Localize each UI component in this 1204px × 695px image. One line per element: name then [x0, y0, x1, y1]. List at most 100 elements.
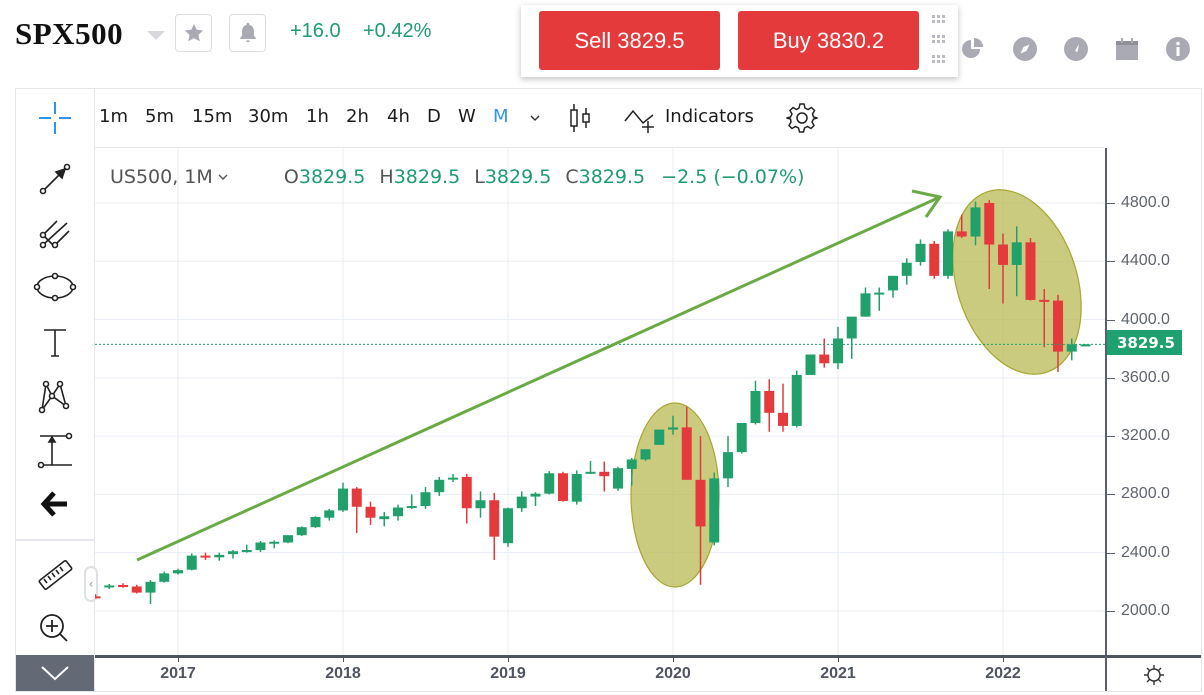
back-tool[interactable]	[16, 479, 94, 529]
candle	[901, 262, 912, 276]
chart-plot-area[interactable]	[95, 148, 1105, 655]
candle	[833, 338, 843, 364]
crosshair-icon	[39, 102, 71, 134]
candle	[173, 570, 183, 574]
candle	[406, 506, 417, 509]
time-axis[interactable]: 2017 2018 2019 2020 2021 2022	[95, 655, 1105, 691]
timeframe-more-chevron-icon[interactable]	[529, 113, 541, 123]
y-tick	[1107, 203, 1115, 204]
axis-settings-button[interactable]	[1105, 655, 1201, 691]
timeframe-d[interactable]: D	[427, 106, 441, 127]
chart-frame	[15, 88, 1202, 692]
candle	[131, 586, 142, 593]
timeframe-w[interactable]: W	[458, 106, 476, 127]
trend-arrow[interactable]	[136, 195, 941, 562]
text-icon	[44, 329, 66, 357]
gear-icon[interactable]	[786, 102, 818, 134]
candle	[750, 390, 761, 424]
candle	[503, 508, 513, 544]
pattern-icon	[38, 380, 70, 414]
open-value: 3829.5	[298, 166, 366, 188]
calendar-icon[interactable]	[1114, 36, 1140, 62]
candle	[475, 500, 486, 509]
candle	[186, 555, 197, 570]
top-bar: SPX500 +16.0 +0.42%	[0, 0, 1204, 80]
sell-button[interactable]: Sell 3829.5	[539, 11, 720, 70]
timeframe-2h[interactable]: 2h	[346, 106, 369, 127]
ruler-tool[interactable]	[16, 551, 94, 601]
pattern-tool[interactable]	[16, 370, 94, 420]
timeframe-1m[interactable]: 1m	[99, 106, 128, 127]
alert-button[interactable]	[229, 14, 266, 52]
favorite-button[interactable]	[175, 14, 212, 52]
candle	[104, 585, 115, 588]
y-tick	[1107, 436, 1115, 438]
text-tool[interactable]	[16, 317, 94, 367]
candle	[846, 316, 857, 339]
ellipse-tool[interactable]	[16, 262, 94, 312]
candle	[434, 479, 445, 493]
indicators-button[interactable]: Indicators	[665, 106, 754, 127]
candle	[640, 449, 651, 460]
crosshair-tool[interactable]	[16, 93, 94, 143]
y-tick-label: 4000.0	[1121, 310, 1170, 328]
collapse-toolbar-button[interactable]	[16, 655, 94, 691]
close-label: C	[565, 166, 579, 188]
timeframe-m[interactable]: M	[493, 106, 509, 127]
candle	[269, 541, 280, 544]
candle	[530, 493, 541, 497]
timeframe-4h[interactable]: 4h	[387, 106, 410, 127]
pie-chart-icon[interactable]	[960, 36, 986, 62]
timeframe-1h[interactable]: 1h	[306, 106, 329, 127]
info-icon[interactable]	[1165, 36, 1191, 62]
candle	[874, 292, 885, 295]
timeframe-5m[interactable]: 5m	[145, 106, 174, 127]
gauge-icon[interactable]	[1063, 36, 1089, 62]
y-tick-label: 2000.0	[1121, 601, 1170, 619]
y-tick	[1107, 494, 1115, 496]
grid	[95, 148, 1105, 655]
candle	[654, 429, 665, 445]
chevron-down-icon[interactable]	[216, 171, 230, 183]
indicators-icon[interactable]	[623, 105, 661, 133]
candle	[296, 527, 307, 536]
toolbar-resize-handle[interactable]: ‹	[84, 566, 98, 602]
compass-icon[interactable]	[1012, 36, 1038, 62]
candle	[736, 423, 747, 453]
pitchfork-tool[interactable]	[16, 210, 94, 260]
candle	[214, 554, 225, 558]
x-tick-label: 2017	[160, 665, 196, 682]
candle	[558, 473, 568, 501]
y-tick	[1107, 261, 1115, 263]
open-label: O	[283, 166, 299, 188]
buy-button[interactable]: Buy 3830.2	[738, 11, 919, 70]
candle	[379, 516, 390, 520]
candle	[943, 231, 953, 276]
y-tick	[1107, 319, 1115, 321]
drag-handle[interactable]	[930, 13, 948, 71]
change-absolute: +16.0	[290, 20, 341, 42]
trend-line-tool[interactable]	[16, 154, 94, 204]
candle	[255, 542, 266, 551]
candle	[393, 507, 403, 517]
candle	[448, 477, 458, 480]
symbol-title[interactable]: SPX500	[15, 16, 124, 51]
symbol-dropdown-caret-icon[interactable]	[147, 31, 165, 40]
instrument-label[interactable]: US500, 1M	[110, 166, 213, 188]
candle	[516, 496, 527, 509]
x-tick	[838, 655, 839, 662]
candle	[970, 207, 981, 237]
drawing-toolbar	[16, 89, 95, 691]
candle	[695, 479, 706, 527]
measure-tool[interactable]	[16, 425, 94, 475]
candlestick-icon[interactable]	[568, 102, 592, 134]
price-axis[interactable]: 4800.0 4400.0 4000.0 3600.0 3200.0 2800.0 2400…	[1105, 148, 1201, 655]
timeframe-30m[interactable]: 30m	[248, 106, 289, 127]
y-tick-label: 4800.0	[1121, 194, 1170, 211]
ellipse-icon	[33, 272, 77, 302]
zoom-in-tool[interactable]	[16, 604, 94, 654]
y-tick-label: 3600.0	[1121, 368, 1170, 386]
highlight-ellipse[interactable]	[630, 402, 720, 588]
candlestick-chart[interactable]	[95, 148, 1105, 655]
timeframe-15m[interactable]: 15m	[192, 106, 233, 127]
